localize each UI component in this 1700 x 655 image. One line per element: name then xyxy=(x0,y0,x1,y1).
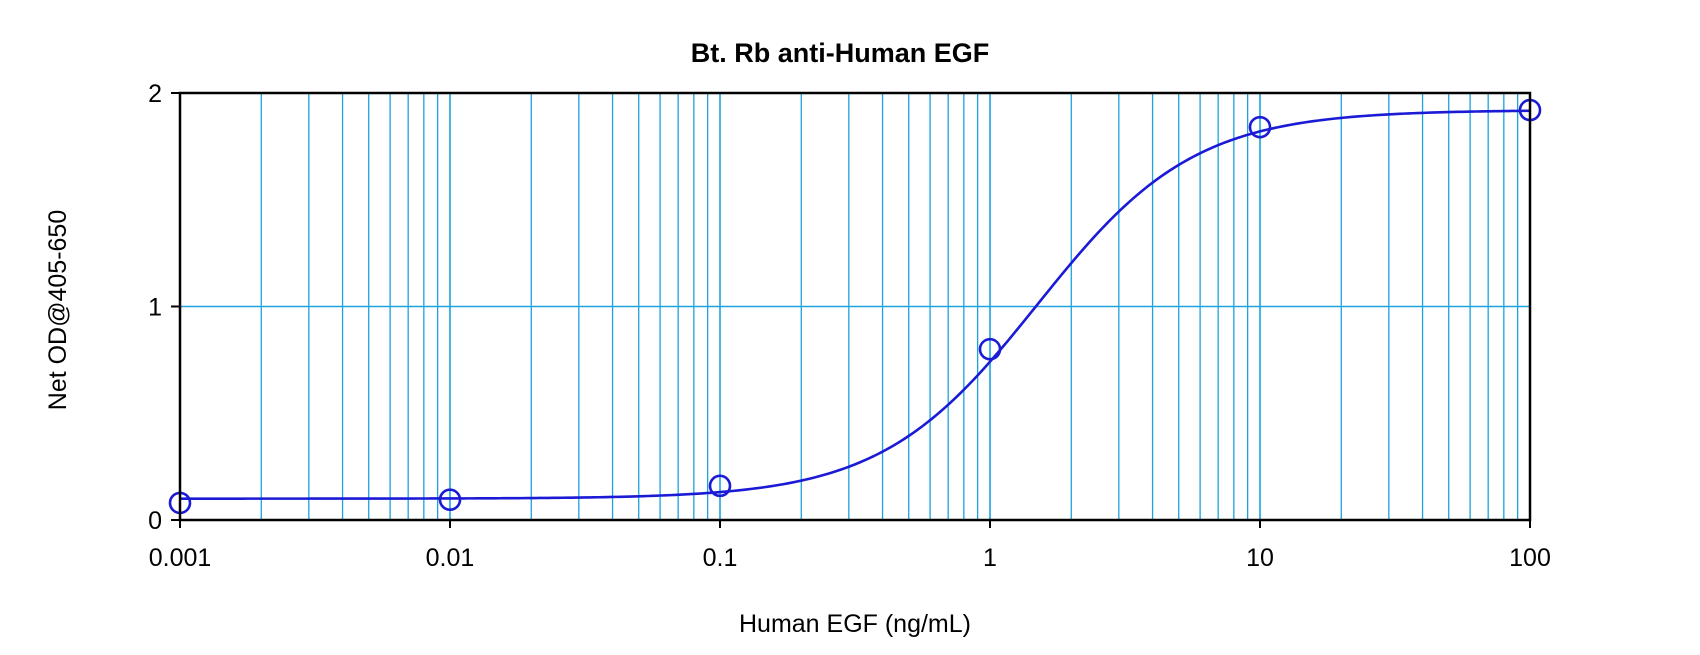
x-tick-label: 0.01 xyxy=(426,544,475,572)
data-point xyxy=(438,488,462,512)
y-axis-label: Net OD@405-650 xyxy=(44,210,72,410)
x-tick-label: 1 xyxy=(983,544,997,572)
x-tick-label: 10 xyxy=(1246,544,1274,572)
x-axis-ticks: 0.001 0.01 0.1 1 10 100 xyxy=(149,520,1551,572)
data-point xyxy=(1248,115,1272,139)
y-tick-label: 1 xyxy=(148,294,162,322)
data-point xyxy=(708,474,732,498)
y-tick-label: 2 xyxy=(148,80,162,108)
x-tick-label: 0.1 xyxy=(703,544,738,572)
x-axis-label: Human EGF (ng/mL) xyxy=(739,610,971,638)
fit-curve xyxy=(180,109,1531,500)
x-tick-label: 0.001 xyxy=(149,544,212,572)
chart-title: Bt. Rb anti-Human EGF xyxy=(691,38,990,68)
data-point xyxy=(978,337,1002,361)
grid-lines xyxy=(180,93,1530,520)
y-tick-label: 0 xyxy=(148,507,162,535)
x-tick-label: 100 xyxy=(1509,544,1551,572)
y-axis-ticks: 0 1 2 xyxy=(148,80,180,535)
